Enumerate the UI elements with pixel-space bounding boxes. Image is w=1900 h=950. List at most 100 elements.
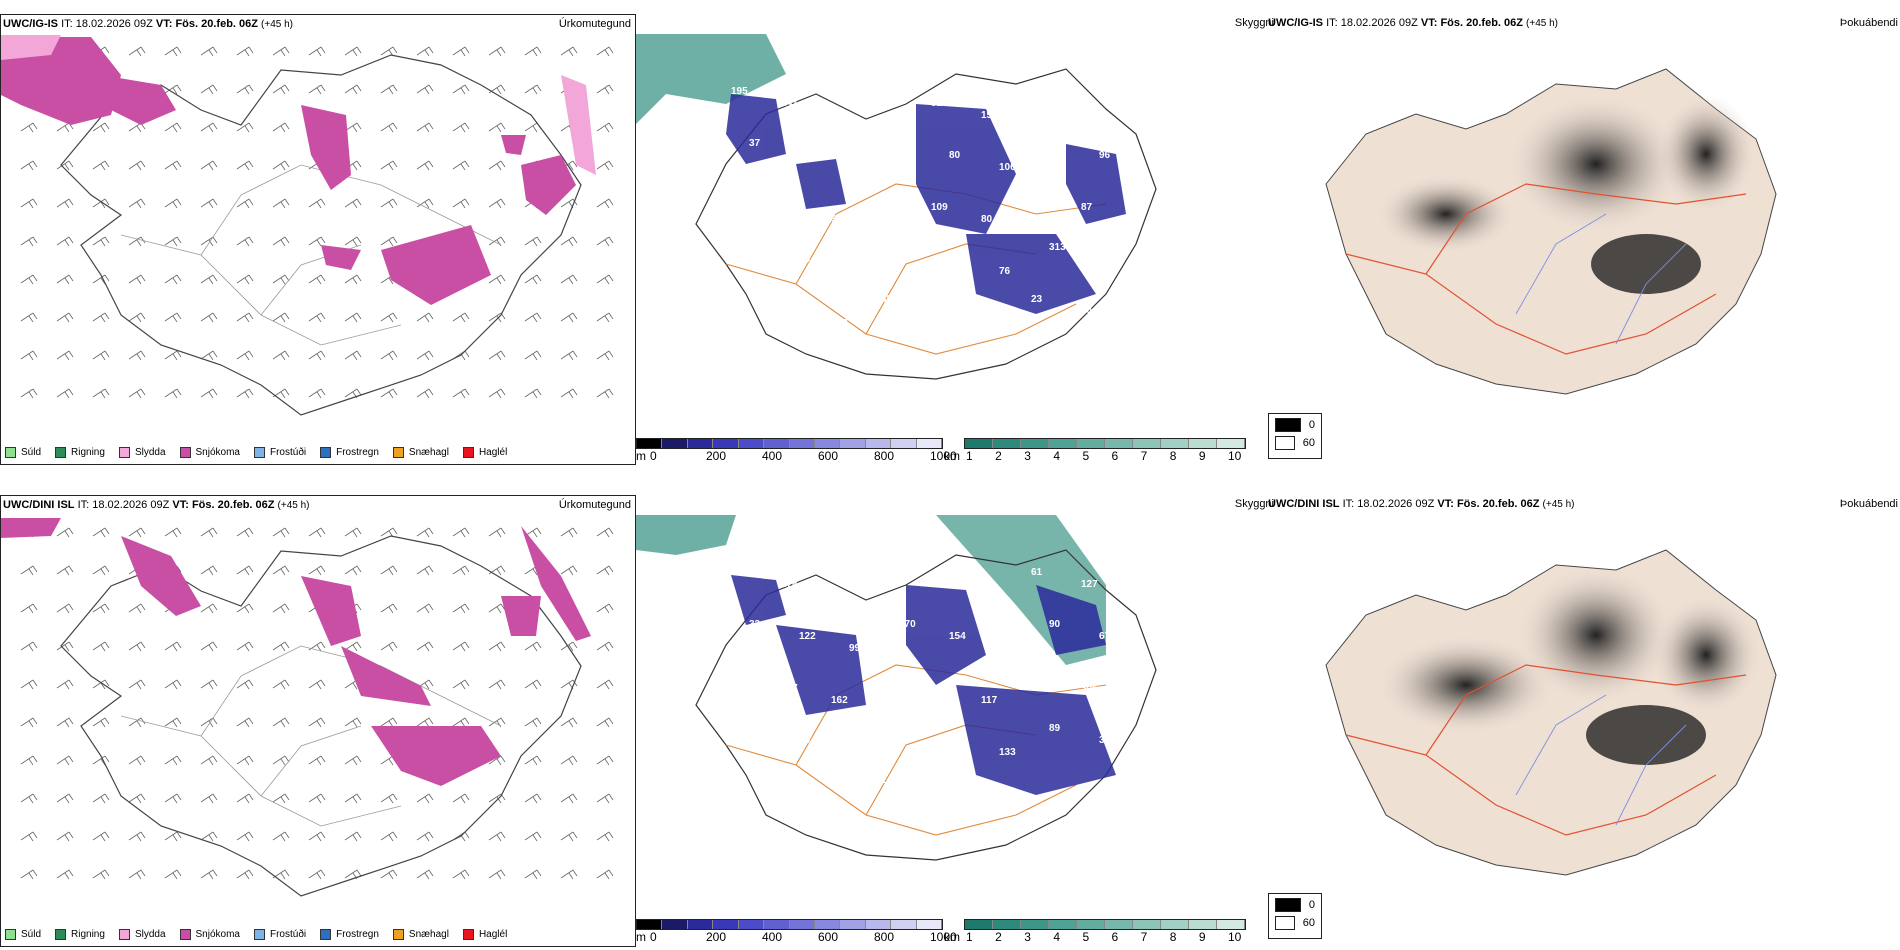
wind-barb bbox=[56, 641, 74, 652]
visibility-label: 217 bbox=[1031, 190, 1048, 201]
colorbar-segment bbox=[1049, 920, 1077, 929]
wind-barb bbox=[272, 198, 290, 209]
colorbar-tick: 0 bbox=[650, 449, 657, 463]
wind-barb bbox=[20, 198, 38, 209]
visibility-label: 330 bbox=[731, 567, 748, 578]
wind-barb bbox=[596, 236, 614, 247]
cloud-visibility-panel-top: Skyggni 195 247 300 226 91 158 47 97 37 111 97 243 8… bbox=[636, 14, 1276, 465]
wind-barb bbox=[416, 793, 434, 804]
wind-barb bbox=[452, 717, 470, 728]
wind-barb bbox=[236, 641, 254, 652]
colorbar-tick: 5 bbox=[1082, 449, 1090, 463]
colorbar-segment bbox=[1161, 439, 1189, 448]
legend-swatch bbox=[179, 929, 191, 940]
wind-barb bbox=[92, 641, 110, 652]
visibility-label: 80 bbox=[949, 150, 961, 161]
wind-barb bbox=[164, 198, 182, 209]
wind-barb bbox=[236, 869, 254, 880]
iceland-outline bbox=[695, 549, 1157, 861]
wind-barb bbox=[560, 46, 578, 57]
wind-barb bbox=[308, 755, 326, 766]
legend-item: Haglél bbox=[462, 929, 508, 940]
wind-barb bbox=[92, 350, 110, 361]
cloud-visibility-panel-bottom: Skyggni 330 278 50 88 11 101 61 127 33 122 99 170 15… bbox=[636, 495, 1276, 947]
visibility-label: 131 bbox=[731, 294, 748, 305]
wind-barb bbox=[20, 641, 38, 652]
colorbar-segment bbox=[1189, 920, 1217, 929]
visibility-label: 152 bbox=[931, 683, 948, 694]
colorbar-tick: 10 bbox=[1228, 449, 1242, 463]
wind-barb bbox=[200, 388, 218, 399]
fog-blob bbox=[1591, 234, 1701, 294]
wind-barb bbox=[416, 160, 434, 171]
wind-barb bbox=[416, 312, 434, 323]
cloud-base-unit: m bbox=[636, 449, 646, 463]
visibility-label: 140 bbox=[881, 190, 898, 201]
wind-barb bbox=[236, 312, 254, 323]
legend-item: Frostregn bbox=[320, 929, 379, 940]
visibility-label: 50 bbox=[831, 591, 843, 602]
wind-barb bbox=[164, 46, 182, 57]
visibility-label: 313 bbox=[1049, 242, 1066, 253]
wind-barb bbox=[452, 122, 470, 133]
wind-barb bbox=[200, 84, 218, 95]
wind-barb bbox=[560, 755, 578, 766]
visibility-label: 97 bbox=[849, 162, 861, 173]
rivers bbox=[1515, 694, 1687, 826]
wind-barb bbox=[236, 388, 254, 399]
visibility-label: 129 bbox=[781, 306, 798, 317]
wind-barb bbox=[488, 603, 506, 614]
wind-barb bbox=[272, 793, 290, 804]
wind-barb bbox=[56, 565, 74, 576]
colorbar-segment bbox=[687, 439, 714, 448]
wind-barb bbox=[164, 831, 182, 842]
legend-item: Frostregn bbox=[320, 447, 379, 458]
wind-barb bbox=[236, 831, 254, 842]
wind-barb bbox=[524, 84, 542, 95]
colorbar-tick: 1000 bbox=[930, 930, 957, 944]
colorbar-tick: 3 bbox=[1024, 930, 1031, 944]
legend-label: Súld bbox=[21, 447, 42, 458]
roads bbox=[1345, 183, 1747, 355]
fog-indicator-panel-bottom: UWC/DINI ISL IT: 18.02.2026 09Z VT: Fös.… bbox=[1266, 495, 1900, 935]
wind-barb bbox=[164, 274, 182, 285]
wind-barb bbox=[380, 641, 398, 652]
visibility-label: 119 bbox=[931, 306, 948, 317]
legend-item: Slydda bbox=[118, 929, 166, 940]
wind-barb bbox=[596, 603, 614, 614]
colorbar-segment bbox=[1133, 920, 1161, 929]
wind-barb bbox=[416, 717, 434, 728]
wind-barb bbox=[164, 793, 182, 804]
visibility-label: 205 bbox=[781, 202, 798, 213]
low-cloud-areas bbox=[731, 575, 1116, 795]
visibility-map: 195 247 300 226 91 158 47 97 37 111 97 243 80 106 98 96… bbox=[636, 34, 1157, 380]
fog-mask-legend-bottom: 0 60 bbox=[1268, 893, 1322, 939]
wind-barb bbox=[560, 350, 578, 361]
wind-barb bbox=[200, 641, 218, 652]
wind-barb bbox=[560, 274, 578, 285]
visibility-label: 97 bbox=[1081, 98, 1093, 109]
roads bbox=[1345, 664, 1747, 836]
wind-barb bbox=[308, 46, 326, 57]
wind-barb bbox=[128, 122, 146, 133]
wind-barb bbox=[164, 160, 182, 171]
wind-barb bbox=[524, 869, 542, 880]
wind-barb bbox=[92, 793, 110, 804]
visibility-colorbar: km 1 2 3 4 5 6 7 8 9 10 bbox=[944, 919, 1246, 944]
wind-barb bbox=[452, 869, 470, 880]
colorbar-segment bbox=[738, 920, 765, 929]
wind-barb bbox=[488, 350, 506, 361]
wind-barb bbox=[380, 312, 398, 323]
legend-label: Frostúði bbox=[269, 447, 307, 458]
colorbar-tick: 7 bbox=[1140, 930, 1148, 944]
wind-barb bbox=[488, 84, 506, 95]
wind-barb bbox=[416, 46, 434, 57]
colorbar-segment bbox=[865, 920, 892, 929]
visibility-label: 264 bbox=[899, 242, 916, 253]
wind-barb bbox=[596, 122, 614, 133]
wind-barb bbox=[380, 160, 398, 171]
wind-barb bbox=[308, 793, 326, 804]
visibility-label: 443 bbox=[849, 747, 866, 758]
visibility-label: 87 bbox=[781, 787, 793, 798]
legend-label: Haglél bbox=[478, 929, 508, 940]
